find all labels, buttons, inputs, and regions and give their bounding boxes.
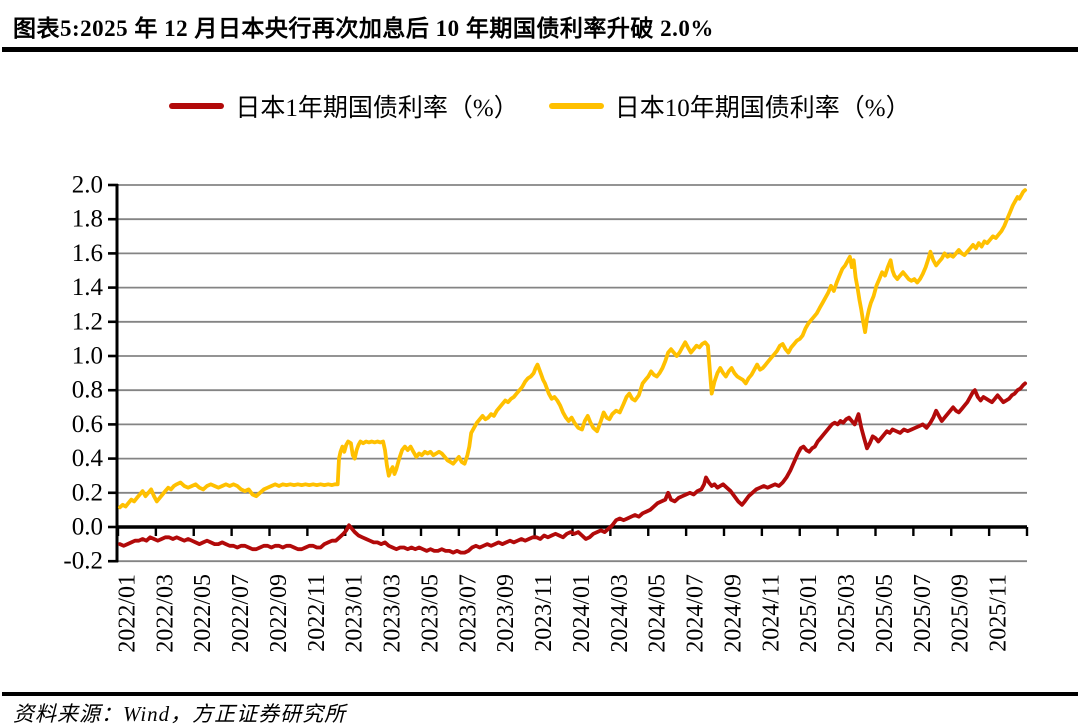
axis-labels: 2.0 1.8 1.6 1.4 1.2 1.0 0.8 0.6 0.4 0.2 0.0 -0.2 202… (63, 172, 1011, 653)
y-axis-label: 1.2 (72, 308, 103, 335)
y-axis-label: 0.0 (72, 514, 103, 541)
y-axis-label: 1.8 (72, 206, 103, 233)
x-axis-label: 2022/07 (228, 574, 254, 653)
x-axis-label: 2024/11 (758, 574, 784, 652)
series-lines (118, 188, 1027, 555)
y-axis-label: 1.4 (72, 274, 104, 301)
x-axis-label: 2023/05 (417, 574, 443, 653)
y-axis-label: 0.4 (72, 445, 104, 472)
legend-label-10y: 日本10年期国债利率（%） (614, 95, 911, 122)
x-axis-label: 2022/01 (114, 574, 140, 653)
y-axis-label: 1.6 (72, 240, 103, 267)
y-axis-label: 0.8 (72, 377, 103, 404)
legend-swatch-10y-line (548, 103, 604, 109)
x-axis-label: 2023/11 (531, 574, 557, 652)
legend-item-10y: 日本10年期国债利率（%） (548, 88, 911, 124)
chart-legend: 日本1年期国债利率（%） 日本10年期国债利率（%） (0, 88, 1080, 124)
x-axis-label: 2025/09 (948, 574, 974, 653)
y-axis-label: 2.0 (72, 172, 103, 199)
x-axis-label: 2024/01 (569, 574, 595, 653)
footer-divider (2, 692, 1078, 696)
x-axis-label: 2023/03 (380, 574, 406, 653)
x-axis-label: 2023/01 (342, 574, 368, 653)
x-axis-label: 2022/11 (304, 574, 330, 652)
series-line-jgb-1y (118, 381, 1027, 555)
x-axis-label: 2025/05 (872, 574, 898, 653)
x-axis-label: 2024/03 (607, 574, 633, 653)
x-axis-label: 2022/05 (190, 574, 216, 653)
x-axis-label: 2025/03 (834, 574, 860, 653)
y-axis-label: 0.2 (72, 479, 103, 506)
x-axis-label: 2024/07 (683, 574, 709, 653)
x-axis-label: 2023/09 (493, 574, 519, 653)
legend-item-1y: 日本1年期国债利率（%） (169, 88, 519, 124)
x-axis-label: 2025/01 (796, 574, 822, 653)
x-axis-label: 2024/05 (645, 574, 671, 653)
source-note: 资料来源：Wind，方正证券研究所 (13, 702, 347, 726)
x-axis-label: 2025/07 (910, 574, 936, 653)
title-divider (2, 47, 1078, 52)
legend-swatch-1y-line (169, 103, 225, 109)
y-axis-label: -0.2 (63, 548, 103, 575)
y-axis-label: 0.6 (72, 411, 103, 438)
x-axis-label: 2022/09 (266, 574, 292, 653)
series-line-jgb-10y (118, 188, 1027, 510)
gridlines (118, 184, 1027, 563)
page-title: 图表5:2025 年 12 月日本央行再次加息后 10 年期国债利率升破 2.0… (13, 16, 714, 41)
x-axis-label: 2025/11 (986, 574, 1012, 652)
x-axis-label: 2024/09 (720, 574, 746, 653)
x-axis-label: 2022/03 (152, 574, 178, 653)
axes (108, 183, 1029, 563)
x-axis-label: 2023/07 (455, 574, 481, 653)
y-axis-label: 1.0 (72, 343, 103, 370)
legend-label-1y: 日本1年期国债利率（%） (235, 95, 519, 122)
